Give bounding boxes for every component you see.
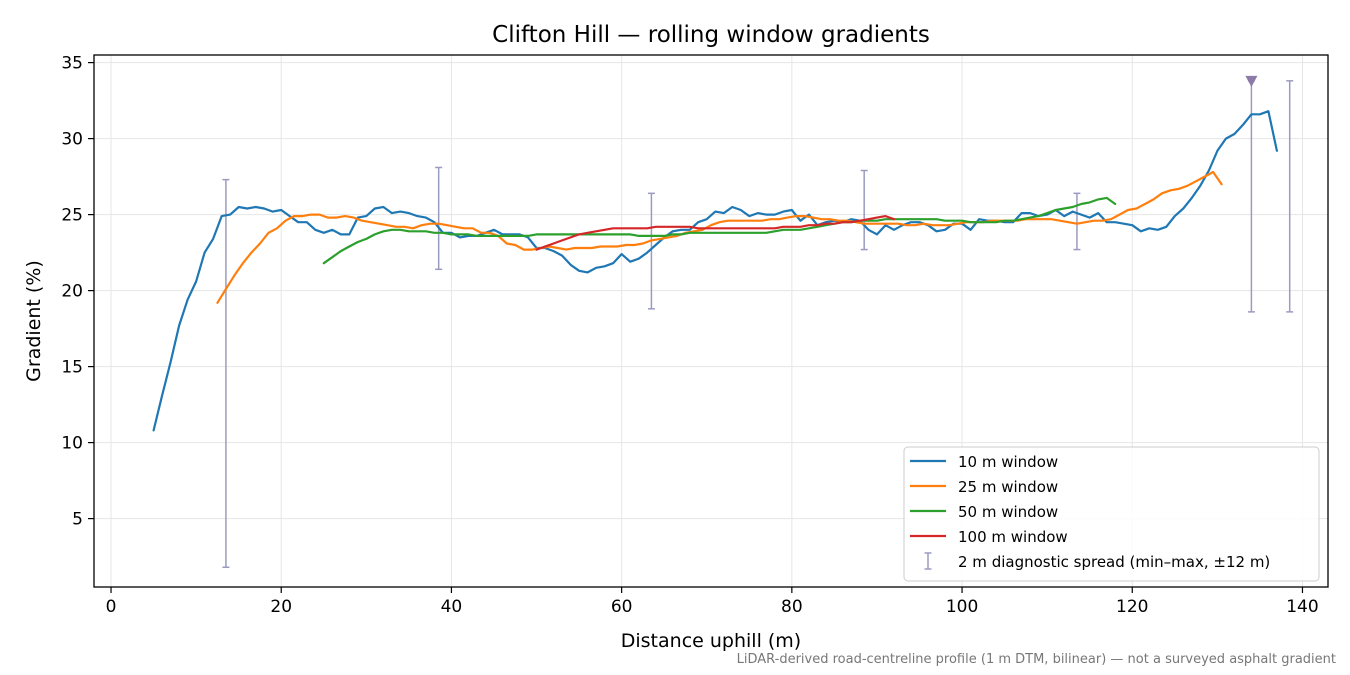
x-tick-label: 60 (611, 597, 633, 617)
y-tick-label: 5 (72, 510, 83, 530)
x-tick-label: 0 (106, 597, 117, 617)
legend: 10 m window 25 m window 50 m window 100 m w… (903, 446, 1320, 582)
y-axis-label: Gradient (%) (23, 260, 45, 382)
series-line-3 (322, 196, 1117, 265)
diagnostic-spread-bars (222, 80, 1294, 568)
y-tick-label: 35 (61, 54, 83, 74)
series-line-4 (535, 215, 896, 251)
x-tick-label: 20 (270, 597, 292, 617)
x-axis-ticks: 0 20 40 60 80 100 120 140 (106, 587, 1319, 617)
x-tick-label: 100 (946, 597, 978, 617)
legend-label: 50 m window (958, 503, 1058, 521)
legend-label: 2 m diagnostic spread (min–max, ±12 m) (958, 553, 1270, 571)
chart-caption: LiDAR-derived road-centreline profile (1… (736, 652, 1336, 667)
x-tick-label: 40 (441, 597, 463, 617)
peak-marker (1245, 75, 1258, 87)
legend-box (903, 446, 1320, 582)
x-axis-label: Distance uphill (m) (621, 630, 801, 652)
y-tick-label: 20 (61, 282, 83, 302)
y-axis-ticks: 5 10 15 20 25 30 35 (61, 54, 94, 530)
x-tick-label: 120 (1116, 597, 1148, 617)
legend-label: 25 m window (958, 478, 1058, 496)
peak-marker-group (1245, 75, 1258, 87)
y-tick-label: 15 (61, 358, 83, 378)
series-lines (152, 110, 1279, 432)
x-tick-label: 80 (781, 597, 803, 617)
x-tick-label: 140 (1286, 597, 1318, 617)
series-line-2 (216, 170, 1223, 304)
legend-label: 10 m window (958, 453, 1058, 471)
legend-label: 100 m window (958, 528, 1068, 546)
plot-frame (93, 54, 1329, 588)
y-tick-label: 10 (61, 434, 83, 454)
y-tick-label: 30 (61, 130, 83, 150)
chart-title: Clifton Hill — rolling window gradients (492, 22, 930, 48)
series-line-1 (152, 110, 1279, 432)
y-tick-label: 25 (61, 206, 83, 226)
